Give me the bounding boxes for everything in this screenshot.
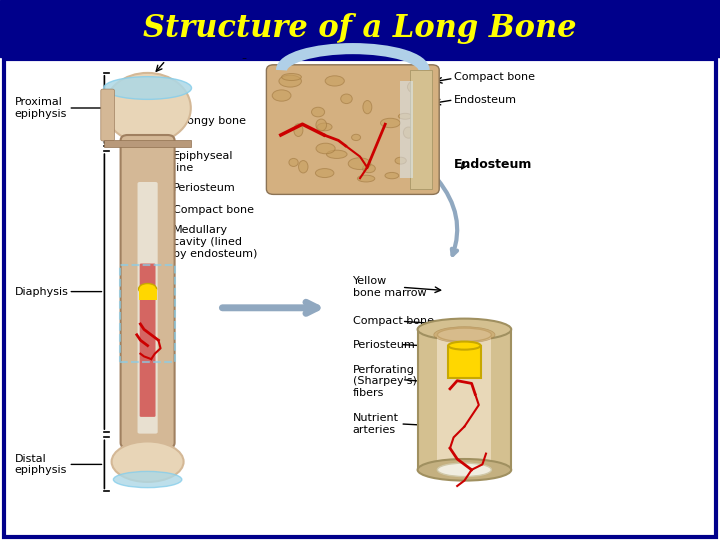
FancyBboxPatch shape [438,335,491,464]
FancyBboxPatch shape [448,346,481,378]
FancyBboxPatch shape [104,140,191,147]
FancyBboxPatch shape [101,89,114,141]
Ellipse shape [312,107,325,117]
Ellipse shape [326,150,347,158]
Ellipse shape [325,76,344,86]
Ellipse shape [408,80,425,93]
Ellipse shape [348,158,371,170]
Text: Diaphysis: Diaphysis [14,287,68,296]
Text: Perforating
(Sharpey's)
fibers: Perforating (Sharpey's) fibers [353,364,417,398]
Text: Yellow
bone marrow: Yellow bone marrow [353,276,426,298]
Ellipse shape [315,168,334,178]
FancyBboxPatch shape [400,81,413,178]
Ellipse shape [363,100,372,114]
Ellipse shape [316,143,335,154]
Ellipse shape [418,319,511,340]
Ellipse shape [398,113,412,119]
Ellipse shape [282,73,302,80]
Ellipse shape [104,77,192,99]
Ellipse shape [362,164,375,173]
Ellipse shape [395,157,406,164]
Ellipse shape [403,127,414,138]
FancyBboxPatch shape [138,289,156,300]
FancyBboxPatch shape [418,329,511,470]
Text: Periosteum: Periosteum [353,340,415,349]
Text: Proximal
epiphysis: Proximal epiphysis [14,97,67,119]
FancyBboxPatch shape [140,264,156,417]
Ellipse shape [438,463,492,476]
Ellipse shape [294,124,303,137]
Text: Compact bone: Compact bone [454,72,534,82]
Ellipse shape [289,158,298,166]
Ellipse shape [318,123,332,131]
Text: Endosteum: Endosteum [454,158,532,171]
Text: Compact bone: Compact bone [353,316,433,326]
Text: Distal
epiphysis: Distal epiphysis [14,454,67,475]
Ellipse shape [433,327,495,343]
Ellipse shape [438,328,492,342]
FancyBboxPatch shape [0,0,720,57]
Ellipse shape [299,160,308,173]
FancyBboxPatch shape [266,65,439,194]
Text: Nutrient
arteries: Nutrient arteries [353,413,399,435]
Ellipse shape [380,118,400,127]
Text: Periosteum: Periosteum [173,183,235,193]
Ellipse shape [351,134,361,140]
FancyBboxPatch shape [138,182,158,434]
FancyBboxPatch shape [121,135,174,448]
Ellipse shape [341,94,352,104]
Text: Structure of a Long Bone: Structure of a Long Bone [143,13,577,44]
Text: Compact bone: Compact bone [173,205,253,214]
Ellipse shape [104,73,191,143]
Ellipse shape [385,172,399,179]
Text: Spongy bone: Spongy bone [173,117,246,126]
Ellipse shape [138,284,157,294]
Ellipse shape [448,341,481,350]
Ellipse shape [112,442,184,482]
FancyBboxPatch shape [410,70,432,189]
Text: Epiphyseal
line: Epiphyseal line [173,151,233,173]
Text: Endosteum: Endosteum [454,95,517,105]
Text: Articular cartilage: Articular cartilage [155,49,255,59]
Ellipse shape [279,75,302,87]
Ellipse shape [114,471,181,488]
Text: Medullary
cavity (lined
by endosteum): Medullary cavity (lined by endosteum) [173,225,257,259]
Ellipse shape [272,90,291,101]
Ellipse shape [418,459,511,481]
Ellipse shape [357,175,375,182]
Ellipse shape [316,119,327,131]
